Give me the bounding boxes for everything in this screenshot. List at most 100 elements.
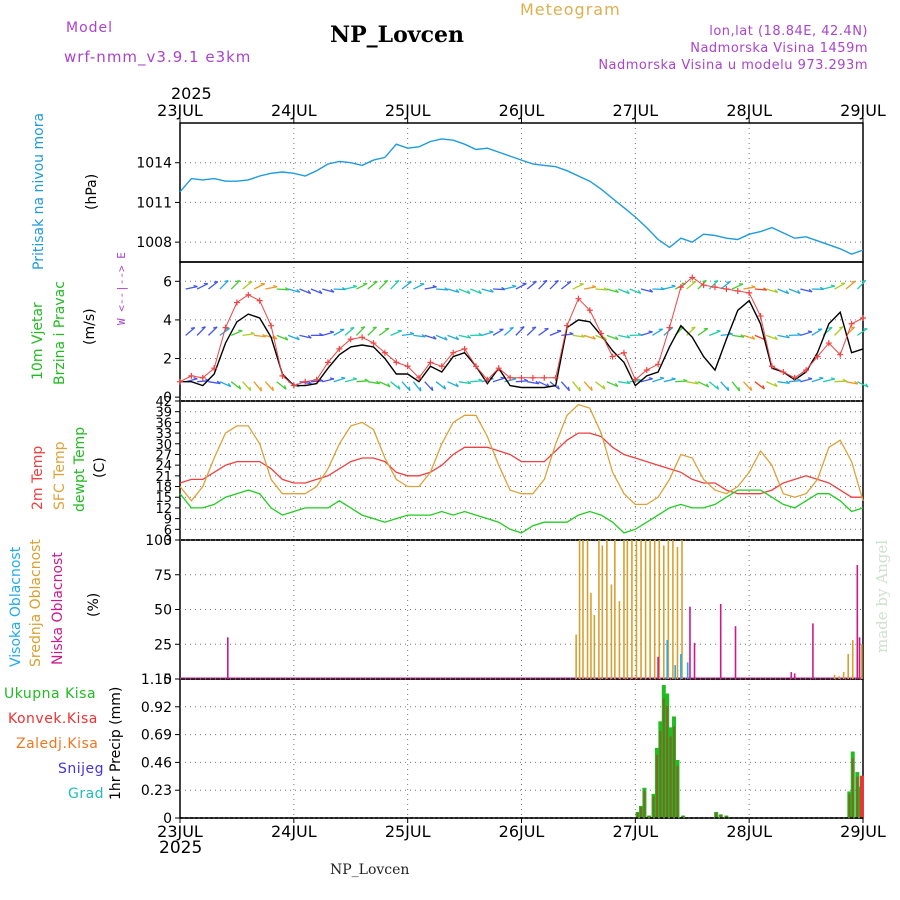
precip-bar-overlay xyxy=(715,812,718,818)
wind-arrow-head xyxy=(671,284,676,287)
wind-arrow-head xyxy=(296,289,301,293)
wind-arrow xyxy=(356,283,368,290)
wind-arrow xyxy=(777,334,790,339)
wind-arrow xyxy=(606,381,619,388)
wind-arrow-head xyxy=(249,386,252,391)
wind-arrow xyxy=(242,381,252,392)
wind-arrow xyxy=(788,379,802,383)
precip-bar-overlay xyxy=(659,730,662,818)
wind-arrow-head xyxy=(581,334,586,338)
wind-arrow-head xyxy=(250,331,255,335)
wind-arrow-head xyxy=(774,336,778,340)
wind-arrow-head xyxy=(318,290,323,294)
y-tick-label: 1008 xyxy=(136,235,172,251)
precip-bar-overlay xyxy=(662,698,665,818)
wind-arrow-head xyxy=(387,383,391,388)
precip-bar-overlay xyxy=(719,814,722,818)
wind-arrow xyxy=(287,334,300,341)
pressure-line xyxy=(179,138,864,255)
wind-arrow xyxy=(390,381,401,390)
wind-arrow xyxy=(675,380,688,383)
wind-arrow-head xyxy=(500,376,505,379)
precip-bar-overlay xyxy=(643,790,646,818)
wind-arrow xyxy=(572,334,585,338)
x-tick-label-bottom: 29JUL xyxy=(840,822,886,841)
y-tick-label: 1011 xyxy=(136,195,172,211)
wind-arrow xyxy=(834,326,844,336)
wind-arrow xyxy=(185,286,198,290)
wind-arrow xyxy=(652,377,665,383)
wind-arrow xyxy=(731,283,744,290)
x-tick-label-bottom: 25JUL xyxy=(385,822,431,841)
y-tick-label: 2 xyxy=(163,352,172,368)
wind-arrow-head xyxy=(569,331,574,335)
wind-gust-mark xyxy=(370,340,377,347)
wind-gust-mark xyxy=(643,367,650,374)
wind-arrow xyxy=(526,326,537,336)
wind-arrow-head xyxy=(329,330,335,333)
wind-arrow xyxy=(208,326,218,336)
wind-arrow xyxy=(811,328,823,336)
wind-arrow-head xyxy=(431,386,434,391)
precip-bar-overlay xyxy=(666,705,669,818)
wind-arrow xyxy=(766,288,778,294)
wind-arrow xyxy=(208,381,221,385)
wind-gust-mark xyxy=(324,359,331,366)
wind-arrow-head xyxy=(224,279,229,283)
y-tick-label: 0 xyxy=(163,672,172,688)
wind-arrow-head xyxy=(352,284,357,288)
wind-arrow-head xyxy=(478,378,483,382)
wind-arrow xyxy=(606,334,619,341)
wind-arrow-head xyxy=(190,326,195,330)
wind-gust-mark xyxy=(825,340,832,347)
product-title: Meteogram xyxy=(520,0,621,19)
y-tick-label: 50 xyxy=(154,603,172,619)
y-tick-label: 27 xyxy=(155,448,172,463)
wind-gust-mark xyxy=(404,363,411,370)
wind-arrow-head xyxy=(408,386,411,391)
wind-arrow-head xyxy=(523,378,529,382)
wind-arrow-head xyxy=(671,377,676,380)
wind-arrow xyxy=(276,381,287,390)
wind-arrow-head xyxy=(865,383,869,388)
x-tick-label-top: 23JUL xyxy=(157,101,203,120)
wind-gust-mark xyxy=(564,322,571,329)
wind-arrow xyxy=(503,326,514,336)
wind-arrow xyxy=(322,288,335,293)
y-tick-label: 1014 xyxy=(136,156,172,172)
wind-arrow-head xyxy=(284,336,289,341)
wind-arrow-head xyxy=(740,334,745,338)
wind-arrow-head xyxy=(785,380,790,384)
wind-arrow xyxy=(538,280,548,290)
wind-arrow xyxy=(208,281,219,290)
y-tick-label: 33 xyxy=(155,427,172,442)
wind-gust-mark xyxy=(529,374,536,381)
wind-arrow xyxy=(196,326,206,336)
footer-station: NP_Lovcen xyxy=(330,862,410,878)
precip-bar-overlay xyxy=(640,807,643,818)
wind-arrow xyxy=(640,378,653,383)
x-tick-label-bottom: 23JUL xyxy=(157,822,203,841)
wind-gust-mark xyxy=(632,376,639,383)
wind-arrow xyxy=(299,334,312,339)
wind-arrow xyxy=(242,333,255,337)
wind-arrow-head xyxy=(227,383,232,388)
wind-arrow-head xyxy=(830,377,836,380)
wind-arrow-head xyxy=(501,286,506,291)
wind-gust-mark xyxy=(381,349,388,356)
wind-arrow-head xyxy=(467,380,472,385)
wind-arrow xyxy=(481,288,494,293)
x-tick-label-bottom: 26JUL xyxy=(499,822,545,841)
model-name: wrf-nmm_v3.9.1 e3km xyxy=(64,48,252,66)
wind-arrow xyxy=(447,288,460,293)
wind-arrow xyxy=(493,288,506,291)
wind-arrow-head xyxy=(201,326,206,329)
wind-gust-mark xyxy=(450,349,457,356)
wind-arrow-head xyxy=(808,288,813,293)
wind-gust-mark xyxy=(393,359,400,366)
wind-arrow xyxy=(823,285,835,290)
wind-arrow xyxy=(811,377,824,383)
wind-arrow-head xyxy=(828,326,833,329)
wind-gust-mark xyxy=(803,367,810,374)
